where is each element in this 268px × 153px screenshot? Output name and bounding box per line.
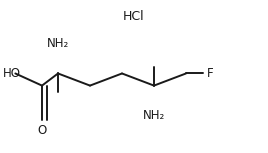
Text: HO: HO [3, 67, 21, 80]
Text: HCl: HCl [123, 10, 145, 23]
Text: O: O [38, 124, 47, 137]
Text: F: F [207, 67, 213, 80]
Text: NH₂: NH₂ [47, 37, 69, 50]
Text: NH₂: NH₂ [143, 109, 165, 122]
